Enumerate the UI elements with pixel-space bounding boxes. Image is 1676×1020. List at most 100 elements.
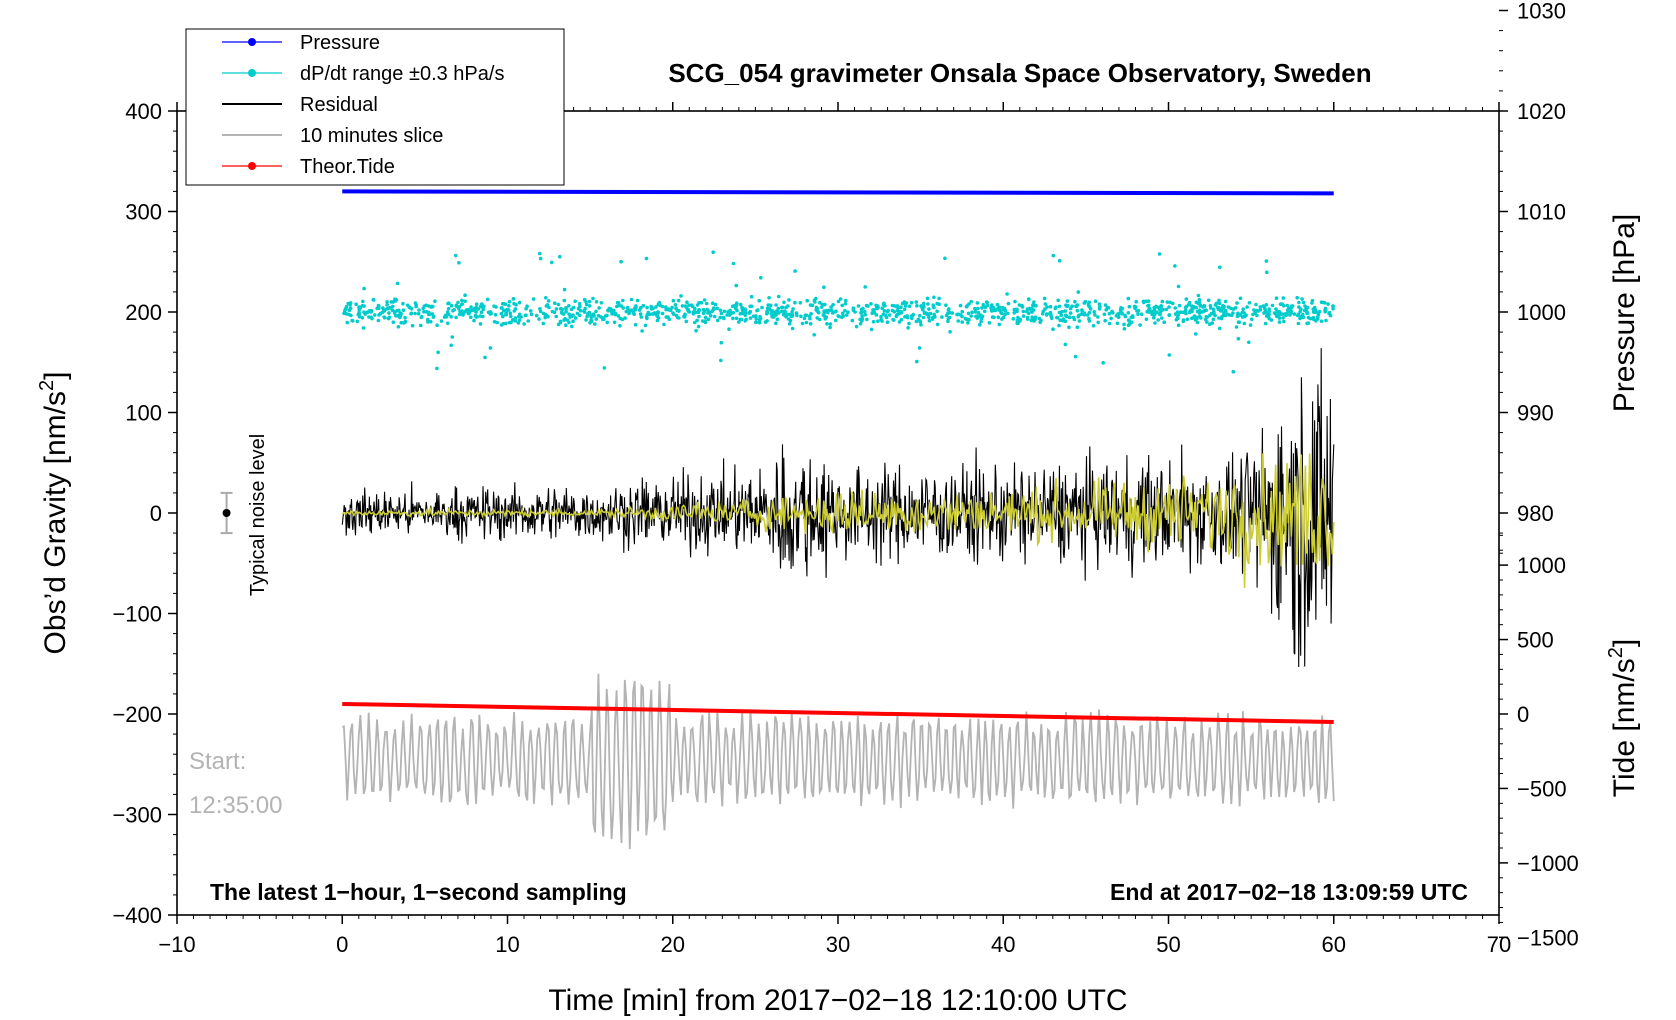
dpdt-point xyxy=(1145,309,1149,314)
dpdt-point xyxy=(800,321,805,326)
dpdt-point xyxy=(1072,317,1077,322)
dpdt-point xyxy=(633,322,638,327)
dpdt-point xyxy=(1281,316,1285,320)
dpdt-point xyxy=(1288,313,1292,317)
dpdt-point xyxy=(1129,320,1134,325)
tide-tick-label: −500 xyxy=(1517,776,1567,801)
dpdt-point xyxy=(499,311,504,316)
dpdt-point xyxy=(1160,299,1165,304)
dpdt-point xyxy=(664,305,668,309)
dpdt-point xyxy=(1265,270,1269,275)
dpdt-point xyxy=(863,310,867,314)
dpdt-point xyxy=(765,306,770,311)
legend-label: 10 minutes slice xyxy=(300,125,443,147)
legend-marker xyxy=(248,69,256,77)
dpdt-point xyxy=(361,326,366,330)
plot-data-layer xyxy=(220,189,1335,850)
dpdt-point xyxy=(360,304,365,308)
dpdt-point xyxy=(1171,301,1175,306)
dpdt-point xyxy=(1319,319,1324,324)
dpdt-point xyxy=(963,316,968,321)
dpdt-point xyxy=(621,298,625,303)
dpdt-point xyxy=(1249,317,1254,322)
dpdt-point xyxy=(1264,303,1269,307)
dpdt-point xyxy=(1032,300,1036,304)
dpdt-series xyxy=(342,250,1335,374)
dpdt-point xyxy=(921,307,925,312)
dpdt-point xyxy=(863,313,867,317)
dpdt-point xyxy=(931,315,935,320)
dpdt-point xyxy=(564,309,568,314)
dpdt-point xyxy=(734,283,738,288)
dpdt-point xyxy=(786,304,790,308)
dpdt-point xyxy=(385,303,389,307)
dpdt-point xyxy=(1264,259,1269,263)
dpdt-point xyxy=(677,316,681,320)
dpdt-point xyxy=(1247,301,1252,305)
dpdt-point xyxy=(1300,297,1304,301)
dpdt-point xyxy=(777,311,781,315)
dpdt-point xyxy=(465,308,469,312)
dpdt-point xyxy=(1173,306,1177,310)
dpdt-point xyxy=(436,350,440,355)
dpdt-point xyxy=(577,301,582,306)
dpdt-point xyxy=(703,320,708,325)
dpdt-point xyxy=(626,307,630,311)
dpdt-point xyxy=(807,314,812,319)
dpdt-point xyxy=(927,318,932,323)
dpdt-point xyxy=(730,304,735,309)
dpdt-point xyxy=(1055,315,1059,320)
dpdt-point xyxy=(613,311,617,316)
dpdt-point xyxy=(1190,307,1194,311)
dpdt-point xyxy=(1202,308,1207,313)
residual-smoothed-series xyxy=(341,453,1335,588)
dpdt-point xyxy=(656,310,660,314)
dpdt-point xyxy=(388,306,392,310)
dpdt-point xyxy=(1144,317,1149,322)
dpdt-point xyxy=(1280,302,1284,306)
dpdt-point xyxy=(990,315,995,319)
dpdt-point xyxy=(671,298,676,303)
dpdt-point xyxy=(1020,305,1025,309)
dpdt-point xyxy=(1297,300,1301,305)
dpdt-point xyxy=(975,301,980,305)
dpdt-point xyxy=(558,319,563,324)
dpdt-point xyxy=(790,326,795,331)
dpdt-point xyxy=(765,319,769,323)
dpdt-point xyxy=(660,311,665,316)
dpdt-point xyxy=(978,322,982,327)
dpdt-point xyxy=(1077,319,1082,323)
pressure-series xyxy=(342,189,1334,196)
dpdt-point xyxy=(805,298,809,303)
dpdt-point xyxy=(394,314,398,318)
x-tick-label: 30 xyxy=(826,932,850,957)
dpdt-point xyxy=(395,281,400,286)
dpdt-point xyxy=(426,304,431,308)
dpdt-point xyxy=(813,300,817,304)
dpdt-point xyxy=(410,323,415,328)
y-tick-label: −100 xyxy=(112,602,162,627)
dpdt-point xyxy=(529,312,534,317)
dpdt-point xyxy=(639,305,643,310)
dpdt-point xyxy=(362,286,366,291)
dpdt-point xyxy=(1248,323,1253,327)
dpdt-point xyxy=(1131,315,1135,320)
dpdt-point xyxy=(1067,325,1071,330)
dpdt-point xyxy=(1173,264,1177,268)
dpdt-point xyxy=(696,310,701,315)
dpdt-point xyxy=(346,301,351,306)
dpdt-point xyxy=(979,319,983,324)
dpdt-point xyxy=(623,316,627,320)
dpdt-point xyxy=(836,299,841,304)
dpdt-point xyxy=(413,311,417,316)
dpdt-point xyxy=(429,304,434,309)
dpdt-point xyxy=(973,307,978,312)
dpdt-point xyxy=(1092,310,1096,314)
dpdt-point xyxy=(417,308,421,312)
dpdt-point xyxy=(382,309,387,313)
dpdt-point xyxy=(452,308,457,312)
dpdt-point xyxy=(570,324,574,329)
dpdt-point xyxy=(1331,307,1335,311)
dpdt-point xyxy=(1147,307,1152,311)
dpdt-point xyxy=(701,307,706,312)
